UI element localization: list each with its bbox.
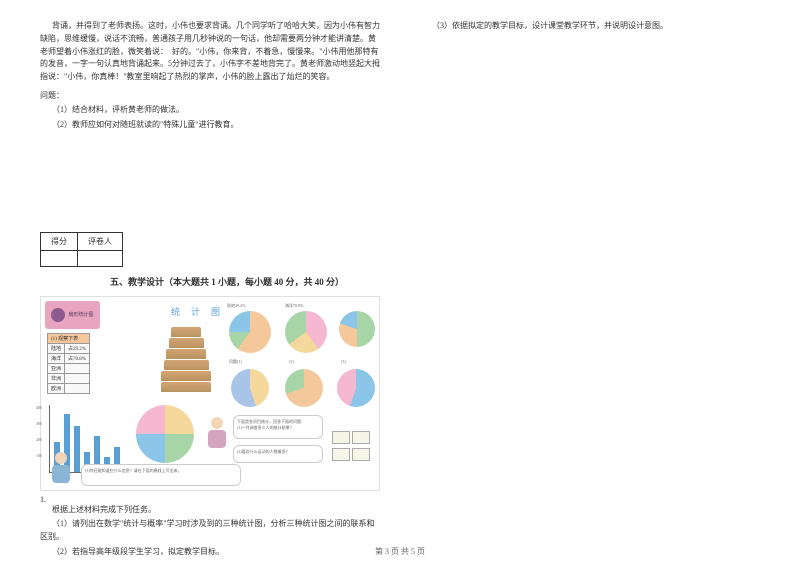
- pagoda-illustration: [161, 327, 211, 397]
- table-r3c1: 亚洲: [48, 363, 65, 373]
- table-r5c2: [65, 383, 90, 393]
- task-1: （1）请列出在数学"统计与概率"学习时涉及到的三种统计图，分析三种统计图之间的联…: [40, 518, 380, 544]
- page-footer: 第 3 页 共 5 页: [0, 546, 800, 557]
- score-header-1: 得分: [41, 232, 78, 250]
- left-column: 背诵，并得到了老师表扬。这时，小伟也要求背诵。几个同学听了哈哈大笑，因为小伟有智…: [40, 20, 380, 561]
- teacher-illustration-1: [203, 417, 231, 451]
- pie-label-2: 海洋70.8%: [285, 303, 303, 309]
- pie-label-3: 问题(1): [229, 359, 242, 365]
- pie-chart-3: [339, 311, 375, 347]
- table-r1c1: 陆地: [48, 343, 65, 353]
- speech-bubble-2: (2)喜欢什么运动的人数最多？: [233, 445, 323, 463]
- table-header: (1) 观察下表: [48, 333, 90, 343]
- table-r4c1: 非洲: [48, 373, 65, 383]
- passage-text: 背诵，并得到了老师表扬。这时，小伟也要求背诵。几个同学听了哈哈大笑，因为小伟有智…: [40, 20, 380, 84]
- question-1: （1）结合材料，评析黄老师的做法。: [40, 104, 380, 117]
- figure-number: 1.: [40, 495, 380, 504]
- pie-label-5: (3): [341, 359, 346, 364]
- pie-label-1: 陆地29.2%: [227, 303, 245, 309]
- pie-chart-6: [337, 369, 375, 407]
- speech-bubble-1: 下面是各项目统计，回答下面的问题： (1)一共调查多少人的统计结果？: [233, 415, 323, 439]
- badge-text: 扇形统计图: [68, 311, 93, 318]
- table-r3c2: [65, 363, 90, 373]
- speech-bubble-3: (3)你还能知道些什么信息？请在下面的横线上写出来。: [81, 464, 241, 486]
- textbook-figure: 扇形统计图 统 计 图 (1) 观察下表 陆地占29.2% 海洋占70.8% 亚…: [40, 296, 380, 491]
- table-r2c2: 占70.8%: [65, 353, 90, 363]
- score-table: 得分 评卷人: [40, 232, 123, 267]
- table-r2c1: 海洋: [48, 353, 65, 363]
- task-intro: 根据上述材料完成下列任务。: [40, 504, 380, 517]
- figure-main-title: 统 计 图: [171, 305, 221, 318]
- table-r4c2: [65, 373, 90, 383]
- pie-chart-4: [231, 369, 269, 407]
- pie-chart-1: [229, 311, 271, 353]
- task-3: （3）依据拟定的教学目标，设计课堂教学环节，并说明设计意图。: [420, 20, 760, 33]
- teacher-illustration-2: [47, 452, 75, 486]
- pie-chart-5: [285, 369, 323, 407]
- figure-header-badge: 扇形统计图: [45, 301, 100, 329]
- question-label: 问题：: [40, 90, 380, 101]
- section-title: 五、教学设计（本大题共 1 小题，每小题 40 分，共 40 分）: [40, 275, 380, 288]
- score-cell-2: [78, 250, 123, 266]
- score-header-2: 评卷人: [78, 232, 123, 250]
- pie-chart-2: [285, 311, 327, 353]
- table-r5c1: 欧洲: [48, 383, 65, 393]
- right-column: （3）依据拟定的教学目标，设计课堂教学环节，并说明设计意图。: [420, 20, 760, 35]
- pie-chart-main: [136, 405, 194, 463]
- badge-icon: [51, 308, 65, 322]
- data-table: (1) 观察下表 陆地占29.2% 海洋占70.8% 亚洲 非洲 欧洲: [47, 333, 90, 394]
- score-cell-1: [41, 250, 78, 266]
- question-2: （2）教师应如何对随班就读的"特殊儿童"进行教育。: [40, 119, 380, 132]
- small-boxes: [331, 430, 375, 460]
- table-r1c2: 占29.2%: [65, 343, 90, 353]
- pie-label-4: (2): [289, 359, 294, 364]
